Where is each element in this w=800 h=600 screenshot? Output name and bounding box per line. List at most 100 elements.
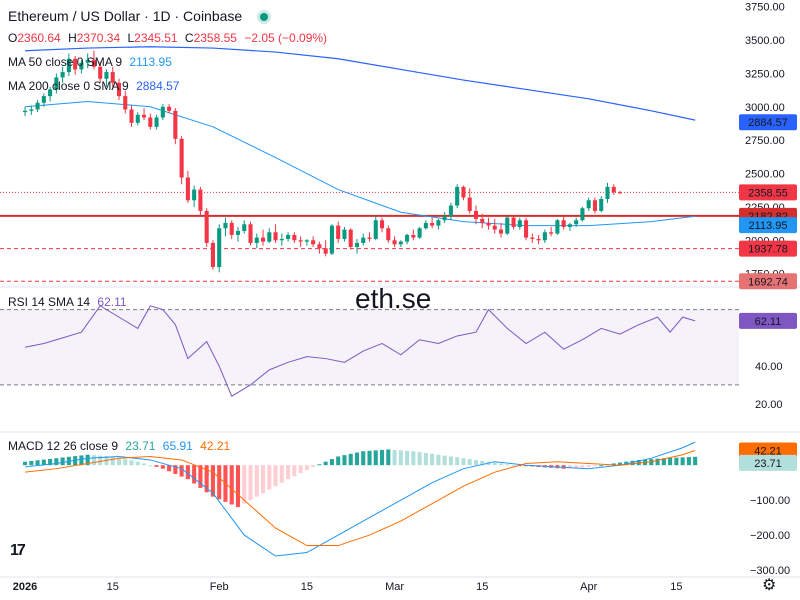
macd-histogram-bar: [279, 465, 284, 483]
macd-histogram-bar: [304, 465, 309, 470]
ma200-badge-text: 2884.57: [748, 117, 788, 129]
macd-histogram-bar: [379, 449, 385, 466]
candle-body: [198, 189, 203, 211]
candle-body: [448, 205, 453, 217]
time-tick-label: 15: [670, 581, 682, 593]
rsi-band-fill: [0, 309, 739, 385]
candle-body: [235, 230, 241, 235]
low-label: L: [127, 31, 135, 45]
level2-badge: [739, 273, 797, 290]
candle-body: [605, 186, 610, 199]
macd-histogram-bar: [455, 457, 460, 466]
candle-body: [398, 241, 403, 245]
macd-histogram-bar: [367, 450, 372, 466]
candle-body: [142, 114, 147, 118]
macd-histogram-bar: [661, 458, 666, 466]
level1-badge-text: 1937.78: [748, 244, 788, 256]
macd-hist-badge: [739, 454, 797, 471]
candle-body: [536, 238, 541, 241]
gear-icon[interactable]: ⚙: [762, 577, 777, 594]
macd-signal-value: 42.21: [200, 439, 231, 453]
macd-histogram-bar: [167, 465, 172, 472]
time-tick-label: 2026: [13, 581, 37, 593]
macd-histogram-bar: [235, 465, 241, 508]
candle-body: [617, 192, 623, 194]
macd-histogram-bar: [668, 457, 673, 466]
candle-body: [455, 186, 460, 206]
level1-badge: [739, 240, 797, 257]
candle-body: [29, 109, 34, 111]
price-tick-label: 3250.00: [745, 68, 785, 80]
high-value: 2370.34: [76, 31, 121, 45]
candle-body: [423, 222, 428, 229]
candle-body: [110, 72, 115, 83]
rsi-value: 62.11: [97, 295, 127, 309]
price-tick-label: 2750.00: [745, 135, 785, 147]
candle-body: [229, 222, 234, 235]
macd-histogram-bar: [448, 456, 453, 466]
candle-body: [267, 232, 272, 242]
candle-body: [223, 222, 228, 229]
macd-histogram-bar: [473, 459, 479, 466]
candle-body: [311, 240, 316, 245]
candle-body: [329, 225, 334, 254]
macd-histogram-bar: [60, 457, 65, 466]
macd-histogram-bar: [617, 462, 623, 466]
candle-body: [561, 220, 566, 227]
tradingview-logo-icon[interactable]: 17: [10, 542, 26, 559]
time-tick-label: 15: [107, 581, 119, 593]
price-tick-label: 3000.00: [745, 102, 785, 114]
candle-body: [135, 114, 140, 123]
macd-histogram-bar: [317, 464, 322, 466]
time-tick-label: 15: [301, 581, 313, 593]
candle-body: [467, 197, 472, 211]
candle-body: [549, 232, 554, 234]
macd-histogram-bar: [329, 459, 334, 466]
candle-body: [304, 240, 309, 242]
macd-histogram-bar: [192, 465, 197, 484]
macd-tick-label: −300.00: [750, 565, 790, 577]
macd-histogram-bar: [129, 460, 134, 466]
candle-body: [54, 77, 59, 90]
price-tick-label: 3750.00: [745, 2, 785, 14]
candle-body: [192, 189, 197, 201]
candle-body: [286, 234, 291, 239]
ma50-badge-text: 2113.95: [749, 220, 788, 232]
macd-histogram-bar: [210, 465, 215, 497]
macd-histogram-bar: [29, 461, 34, 466]
macd-histogram-bar: [91, 455, 96, 466]
candle-body: [574, 220, 579, 225]
macd-histogram-bar: [116, 457, 122, 466]
macd-legend[interactable]: MACD 12 26 close 9 23.71 65.91 42.21: [8, 439, 234, 453]
macd-histogram-bar: [398, 450, 403, 466]
macd-histogram-bar: [54, 458, 59, 466]
price-tick-label: 2500.00: [745, 169, 785, 181]
chart-title-row: Ethereum / US Dollar · 1D · Coinbase: [8, 8, 269, 24]
candle-body: [411, 234, 416, 238]
candle-body: [367, 237, 372, 239]
candle-body: [611, 186, 616, 193]
rsi-badge: [739, 312, 797, 329]
macd-histogram-bar: [98, 455, 103, 466]
ma50-legend[interactable]: MA 50 close 0 SMA 9 2113.95: [8, 55, 176, 69]
macd-histogram-bar: [23, 461, 28, 466]
rsi-line: [24, 305, 696, 397]
macd-histogram-bar: [48, 458, 53, 466]
macd-label: MACD 12 26 close 9: [8, 439, 119, 453]
candle-body: [179, 138, 184, 178]
candle-body: [354, 242, 360, 247]
candle-body: [542, 232, 547, 241]
time-tick-label: Feb: [210, 581, 229, 593]
candle-body: [41, 96, 46, 103]
rsi-legend[interactable]: RSI 14 SMA 14 62.11: [8, 295, 131, 309]
candle-body: [392, 240, 397, 245]
ma200-legend[interactable]: MA 200 close 0 SMA 9 2884.57: [8, 79, 183, 93]
candle-body: [323, 248, 328, 254]
candle-body: [254, 237, 259, 243]
candle-body: [248, 224, 253, 243]
candle-body: [436, 220, 441, 226]
macd-histogram-bar: [204, 465, 209, 493]
macd-histogram-bar: [35, 460, 40, 466]
macd-histogram-bar: [430, 453, 435, 466]
